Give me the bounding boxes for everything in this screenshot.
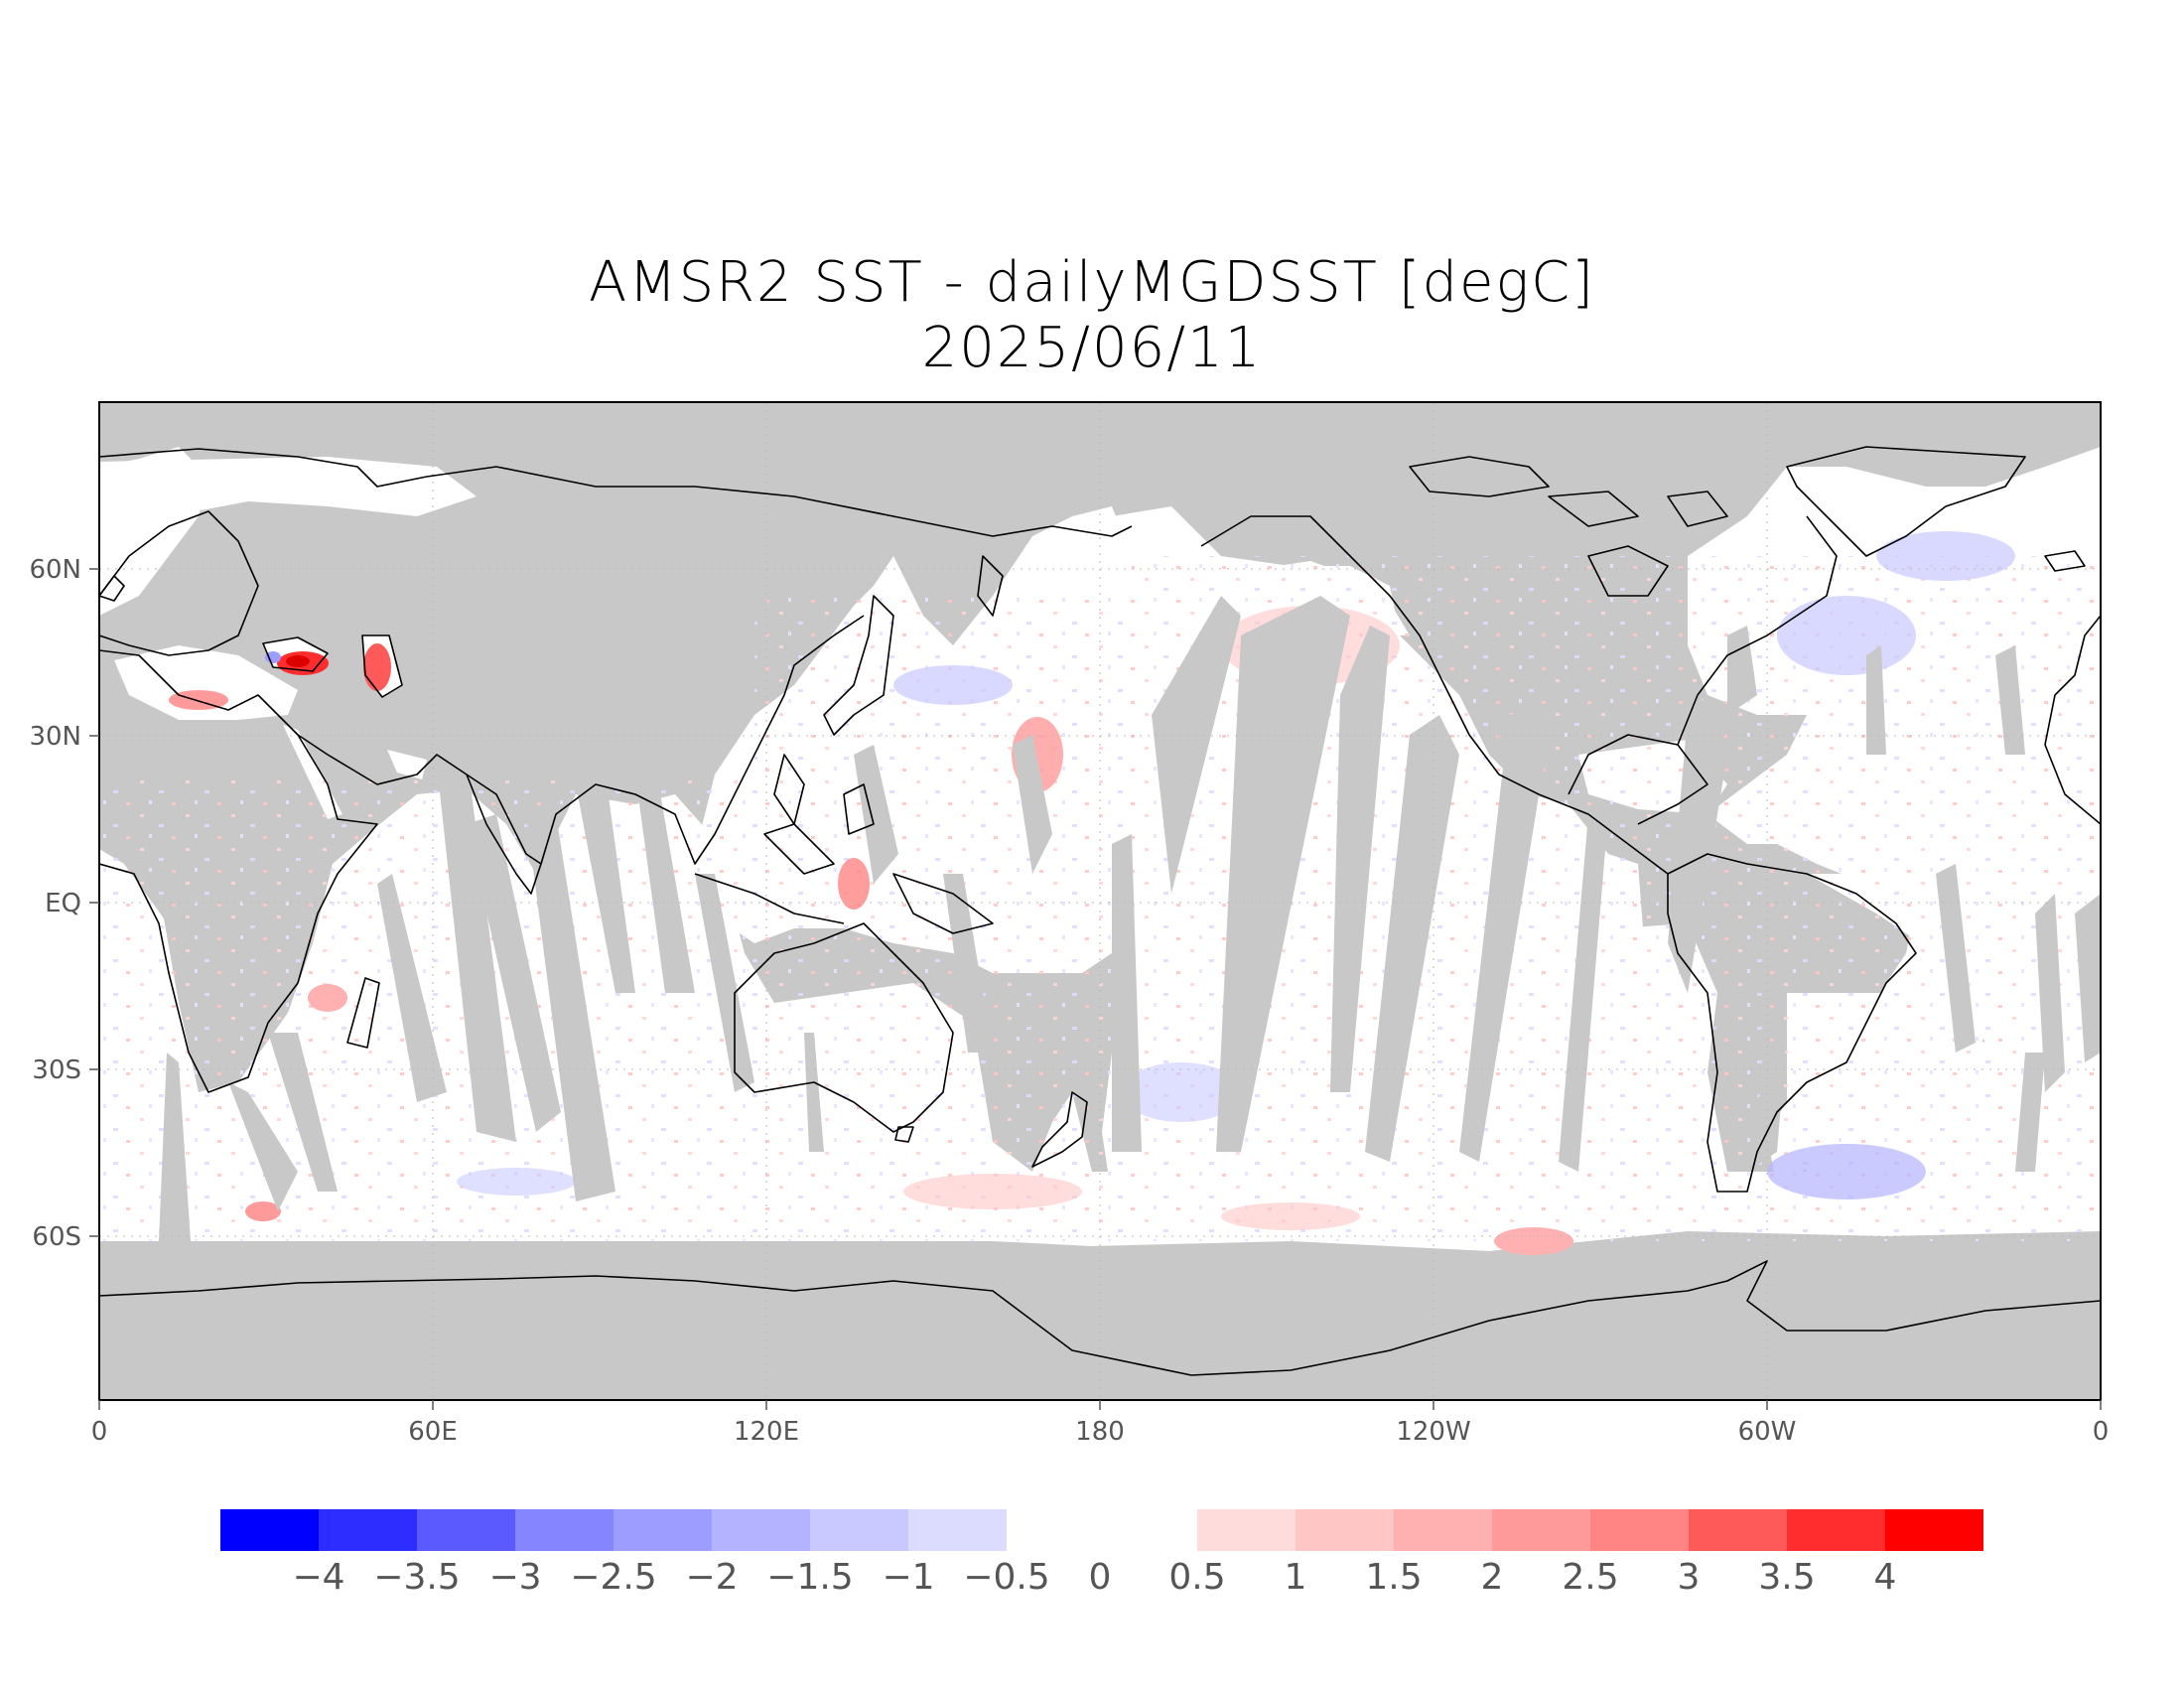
colorbar-negative-swatch: [908, 1509, 1007, 1551]
colorbar-positive-swatch: [1197, 1509, 1296, 1551]
colorbar-negative-label: −2.5: [570, 1557, 656, 1598]
x-tick-labels: 0 60E 120E 180 120W 60W 0: [91, 1417, 2110, 1447]
swath-gaps: [159, 596, 2101, 1241]
y-tick-label: 60N: [29, 555, 81, 585]
x-tick-label: 120W: [1396, 1417, 1470, 1447]
colorbar-positive-label: 3: [1678, 1557, 1701, 1598]
colorbar-positive-label: 2: [1481, 1557, 1504, 1598]
colorbar-negative-swatch: [810, 1509, 908, 1551]
x-tick-label: 60W: [1738, 1417, 1797, 1447]
colorbar-negative-label: −0.5: [963, 1557, 1049, 1598]
colorbar-positive-label: 1.5: [1365, 1557, 1422, 1598]
map-date: 2025/06/11: [921, 316, 1263, 380]
colorbar-negative-swatch: [712, 1509, 810, 1551]
colorbar-positive-swatch: [1394, 1509, 1492, 1551]
x-tick-label: 0: [91, 1417, 108, 1447]
africa-coast: [99, 649, 378, 1093]
colorbar-negative-swatch: [417, 1509, 515, 1551]
colorbar-positive-swatch: [1885, 1509, 1983, 1551]
x-tick-label: 0: [2093, 1417, 2110, 1447]
colorbar-positive-label: 2.5: [1562, 1557, 1618, 1598]
x-tick-label: 60E: [408, 1417, 458, 1447]
colorbar-positive: 0.5 1 1.5 2 2.5 3 3.5 4: [1168, 1509, 1983, 1598]
colorbar-negative-swatch: [220, 1509, 319, 1551]
colorbar-negative-swatch: [515, 1509, 614, 1551]
colorbar-positive-swatch: [1787, 1509, 1885, 1551]
colorbar-positive-swatch: [1689, 1509, 1787, 1551]
colorbar-negative-label: −3.5: [373, 1557, 460, 1598]
colorbar-positive-label: 1: [1285, 1557, 1307, 1598]
colorbar-negative: −4 −3.5 −3 −2.5 −2 −1.5 −1 −0.5: [220, 1509, 1050, 1598]
colorbar-negative-label: −1: [882, 1557, 934, 1598]
y-tick-label: 30N: [29, 722, 81, 752]
colorbar-positive-swatch: [1296, 1509, 1394, 1551]
graticule: [99, 402, 2101, 1400]
colorbar-positive-label: 0.5: [1168, 1557, 1225, 1598]
colorbar-negative-label: −2: [685, 1557, 738, 1598]
colorbar-positive-label: 4: [1874, 1557, 1897, 1598]
colorbar-positive-swatch: [1492, 1509, 1590, 1551]
y-tick-labels: 60N 30N EQ 30S 60S: [29, 555, 81, 1252]
y-tick-label: 60S: [32, 1222, 81, 1252]
colorbar-positive-label: 3.5: [1758, 1557, 1815, 1598]
colorbar-negative-swatch: [614, 1509, 712, 1551]
colorbar-positive-swatch: [1590, 1509, 1689, 1551]
coastlines: [99, 446, 2101, 1376]
y-tick-label: EQ: [45, 889, 81, 918]
colorbar: −4 −3.5 −3 −2.5 −2 −1.5 −1 −0.5 0.5 1 1.5 2 2.5 3 3.5…: [220, 1509, 1983, 1598]
colorbar-negative-label: −4: [292, 1557, 344, 1598]
axis-ticks: [89, 568, 2102, 1410]
x-tick-label: 120E: [734, 1417, 799, 1447]
colorbar-label-zero: 0: [1089, 1557, 1112, 1598]
colorbar-negative-label: −1.5: [766, 1557, 853, 1598]
colorbar-negative-label: −3: [488, 1557, 541, 1598]
y-tick-label: 30S: [32, 1055, 81, 1085]
map-title: AMSR2 SST - dailyMGDSST [degC]: [588, 250, 1596, 315]
colorbar-negative-swatch: [319, 1509, 417, 1551]
map-field: [99, 402, 2101, 1400]
x-tick-label: 180: [1075, 1417, 1125, 1447]
